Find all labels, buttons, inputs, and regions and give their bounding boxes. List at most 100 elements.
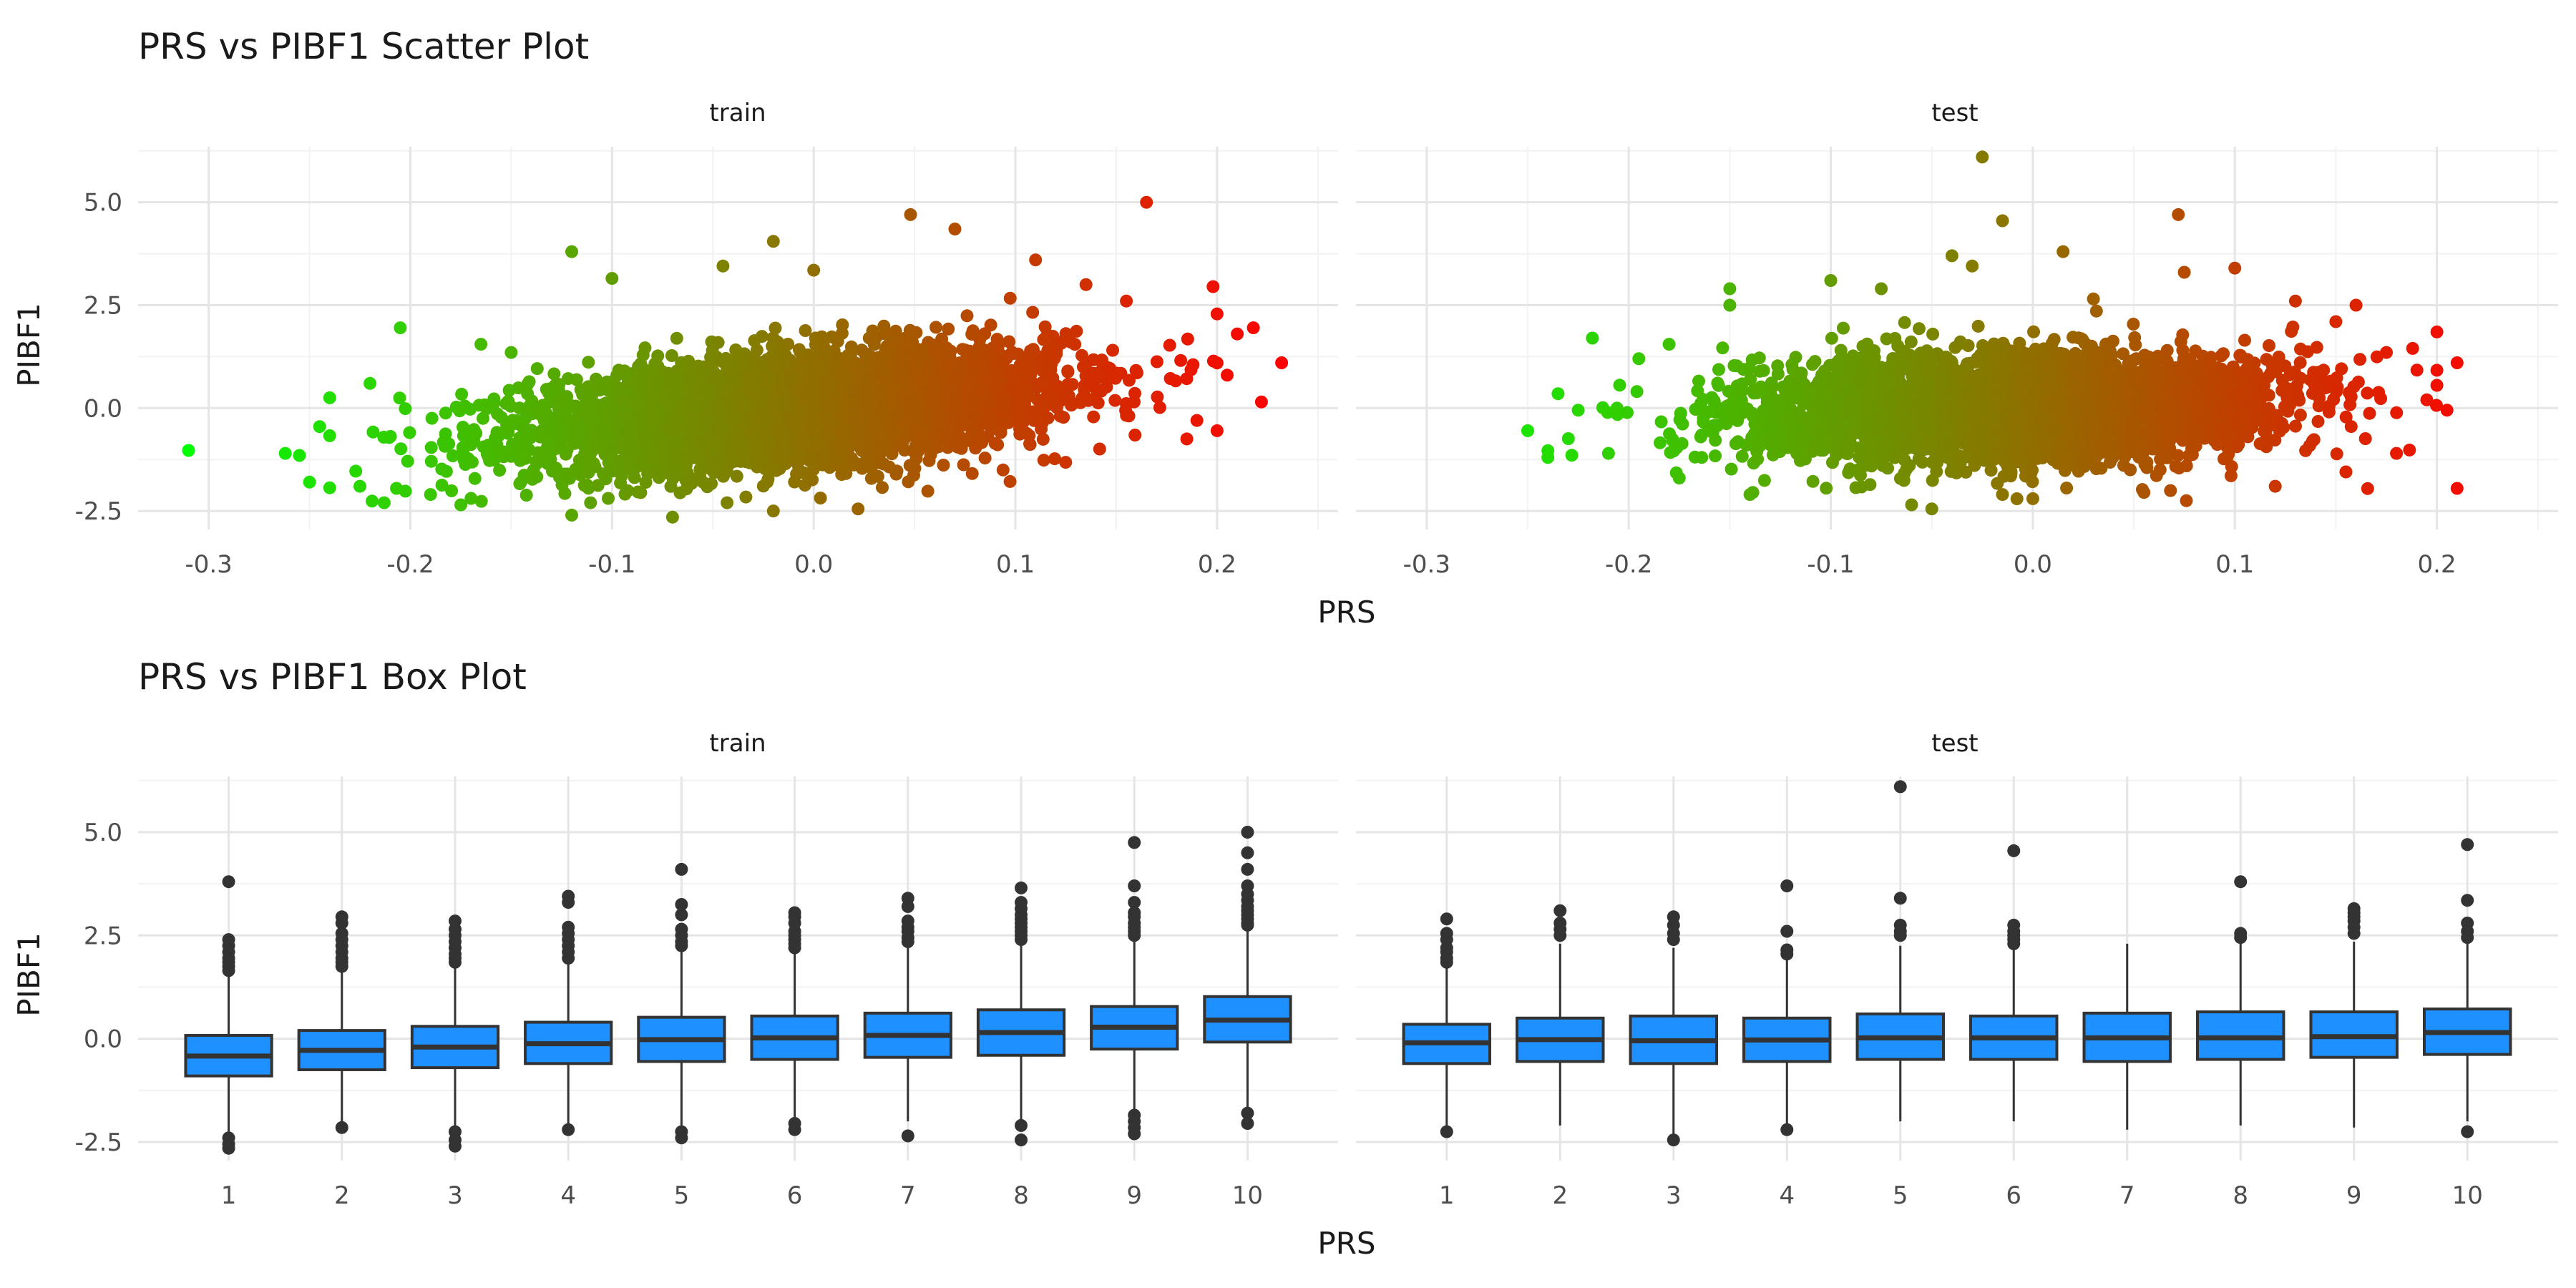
x-tick-label: 0.2 [1198,550,1236,579]
data-point [984,318,997,332]
data-point [439,427,452,441]
data-point [857,376,870,389]
data-point [439,406,452,420]
data-point [987,376,1000,390]
data-point [182,444,195,457]
data-point [969,441,982,455]
data-point [852,502,865,516]
data-point [638,341,652,355]
data-point [996,463,1010,477]
data-point [997,399,1010,412]
data-point [942,322,955,336]
data-point [965,328,979,341]
data-point [748,391,762,404]
data-point [922,454,936,467]
x-tick-label: -0.2 [1605,550,1652,579]
data-point [584,496,597,509]
data-point [530,457,544,470]
data-point [745,426,758,440]
data-point [860,347,873,361]
data-point [278,447,292,460]
data-point [364,376,377,390]
data-point [1006,347,1020,361]
data-point [991,438,1005,452]
data-point [1008,383,1021,396]
data-point [844,386,858,399]
data-point [931,416,945,429]
data-point [831,335,844,348]
data-point [1971,319,1985,333]
data-point [2124,463,2137,477]
data-point [837,465,851,478]
data-point [1091,371,1105,384]
data-point [967,364,980,378]
data-point [1128,386,1141,400]
data-point [425,411,439,425]
data-point [735,356,748,369]
data-point [943,358,956,372]
data-point [393,391,406,405]
data-point [1029,253,1043,267]
data-point [1091,386,1104,399]
data-point [349,464,363,478]
scatter-strip-test: test [1931,99,1978,127]
data-point [948,223,962,236]
data-point [1153,401,1166,414]
data-point [786,418,799,431]
data-point [885,379,899,392]
data-point [1106,343,1119,357]
data-point [930,321,942,334]
data-point [618,364,631,378]
data-point [1065,378,1079,391]
data-point [982,414,995,427]
x-tick-label: -0.1 [1807,550,1854,579]
data-point [499,396,513,410]
data-point [910,416,924,430]
data-point [565,508,578,522]
data-point [1131,366,1143,379]
data-point [698,409,711,423]
data-point [888,338,902,351]
data-point [769,321,782,335]
data-point [519,434,532,448]
data-point [394,442,408,456]
data-point [353,479,366,493]
data-point [758,429,771,443]
data-point [582,356,595,369]
data-point [995,411,1008,425]
data-point [921,484,935,498]
data-point [552,420,566,434]
data-point [323,391,336,404]
data-point [1002,335,1016,348]
data-point [1003,474,1017,488]
data-point [1013,411,1026,424]
data-point [841,350,855,364]
data-point [644,386,658,399]
data-point [730,469,743,483]
data-point [1035,376,1048,390]
data-point [1091,396,1105,410]
data-point [1070,324,1083,338]
data-point [875,441,888,454]
data-point [902,475,915,489]
data-point [834,406,847,420]
data-point [377,496,391,509]
data-point [902,338,915,352]
data-point [605,406,618,419]
data-point [605,272,619,286]
data-point [1019,385,1033,399]
data-point [747,452,761,465]
data-point [739,490,753,504]
data-point [960,309,974,323]
data-point [956,419,970,432]
data-point [1174,353,1188,367]
x-tick-label: -0.2 [386,550,434,579]
data-point [1087,410,1101,424]
data-point [631,485,645,499]
data-point [1038,320,1052,333]
data-point [572,426,585,439]
data-point [394,321,407,335]
data-point [587,436,600,449]
x-tick-label: -0.3 [185,550,232,579]
data-point [1709,449,1722,463]
